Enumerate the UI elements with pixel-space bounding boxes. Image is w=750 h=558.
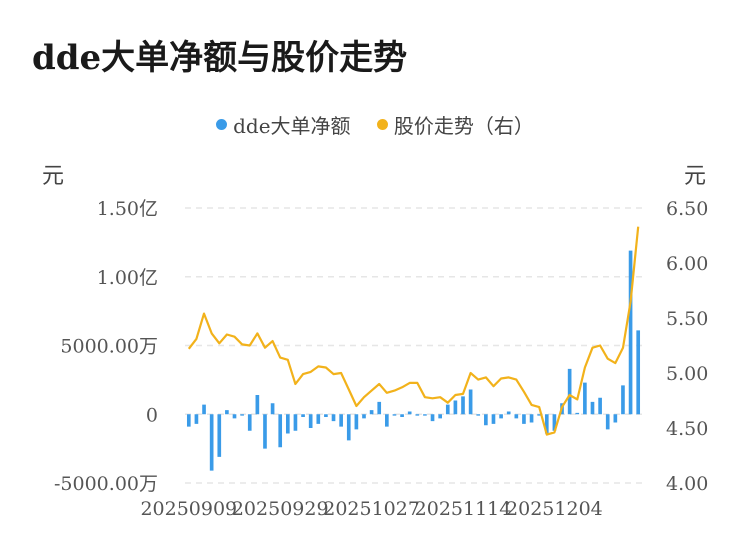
bar bbox=[423, 414, 427, 416]
bar bbox=[636, 330, 641, 415]
legend-item-price[interactable]: 股价走势（右） bbox=[376, 110, 534, 139]
bar bbox=[263, 414, 267, 449]
legend-label-dde: dde大单净额 bbox=[233, 114, 351, 138]
bar bbox=[362, 414, 366, 419]
bar bbox=[194, 414, 199, 424]
bar bbox=[293, 414, 298, 431]
left-tick-label: -5000.00万 bbox=[54, 473, 158, 495]
bar bbox=[537, 414, 542, 416]
bar bbox=[232, 414, 237, 419]
bar bbox=[491, 414, 496, 424]
bar bbox=[415, 414, 420, 416]
bar bbox=[453, 400, 458, 415]
legend-line-marker-icon bbox=[376, 119, 388, 130]
legend-label-price: 股价走势（右） bbox=[393, 114, 534, 138]
left-tick-label: 0 bbox=[146, 404, 158, 426]
bar bbox=[301, 414, 305, 417]
chart-title: dde大单净额与股价走势 bbox=[32, 38, 408, 78]
right-tick-label: 6.00 bbox=[666, 253, 708, 275]
bar bbox=[583, 382, 587, 415]
bar bbox=[407, 411, 412, 415]
price-line bbox=[187, 226, 640, 436]
bar bbox=[468, 389, 473, 415]
legend: dde大单净额 股价走势（右） bbox=[0, 110, 750, 139]
right-tick-label: 4.00 bbox=[666, 473, 708, 495]
bar bbox=[552, 414, 557, 431]
x-tick-label: 20251027 bbox=[323, 498, 420, 520]
bar bbox=[247, 414, 252, 431]
bar bbox=[278, 414, 283, 448]
bar bbox=[605, 414, 610, 430]
x-tick-label: 20251114 bbox=[415, 498, 512, 520]
bar bbox=[461, 396, 465, 415]
bar bbox=[445, 404, 450, 415]
bar bbox=[209, 414, 214, 471]
bar bbox=[484, 414, 488, 426]
bar bbox=[522, 414, 526, 424]
bar bbox=[476, 414, 481, 416]
bar bbox=[438, 414, 442, 419]
bar bbox=[392, 414, 397, 416]
left-axis-unit: 元 bbox=[42, 164, 65, 189]
right-tick-label: 6.50 bbox=[666, 198, 708, 220]
bar bbox=[544, 414, 549, 434]
left-tick-label: 1.50亿 bbox=[97, 198, 158, 220]
x-tick-label: 20251204 bbox=[506, 498, 603, 520]
bar bbox=[529, 414, 534, 423]
bar bbox=[240, 414, 244, 416]
legend-item-dde[interactable]: dde大单净额 bbox=[216, 110, 351, 139]
bar bbox=[567, 368, 572, 415]
right-axis-unit: 元 bbox=[684, 164, 707, 189]
bar bbox=[499, 414, 503, 419]
bar bbox=[400, 414, 404, 417]
x-tick-label: 20250929 bbox=[232, 498, 329, 520]
bar bbox=[316, 414, 321, 424]
bar bbox=[339, 414, 343, 427]
bar bbox=[225, 410, 229, 415]
bar bbox=[628, 250, 633, 415]
bar bbox=[590, 401, 595, 415]
bar bbox=[217, 414, 222, 457]
left-tick-label: 5000.00万 bbox=[60, 336, 158, 358]
bar bbox=[506, 411, 511, 415]
bar bbox=[270, 403, 275, 415]
left-tick-label: 1.00亿 bbox=[97, 267, 158, 289]
bar bbox=[598, 397, 602, 415]
bar bbox=[613, 414, 618, 423]
bar bbox=[285, 414, 290, 434]
bar bbox=[354, 414, 359, 430]
bar bbox=[575, 412, 580, 415]
x-tick-label: 20250909 bbox=[140, 498, 237, 520]
bar bbox=[385, 414, 389, 427]
bar bbox=[202, 404, 206, 415]
right-tick-label: 5.00 bbox=[666, 363, 708, 385]
bar bbox=[324, 414, 328, 417]
bar bbox=[621, 385, 625, 415]
bar bbox=[430, 414, 435, 422]
bar bbox=[255, 395, 260, 415]
bar bbox=[514, 414, 519, 419]
bar bbox=[346, 414, 351, 441]
bar bbox=[377, 401, 382, 415]
bar bbox=[186, 414, 191, 427]
right-tick-label: 5.50 bbox=[666, 308, 708, 330]
right-tick-label: 4.50 bbox=[666, 418, 708, 440]
bar bbox=[331, 414, 336, 422]
bar bbox=[369, 410, 374, 415]
bar bbox=[308, 414, 313, 428]
legend-bar-marker-icon bbox=[216, 119, 228, 130]
